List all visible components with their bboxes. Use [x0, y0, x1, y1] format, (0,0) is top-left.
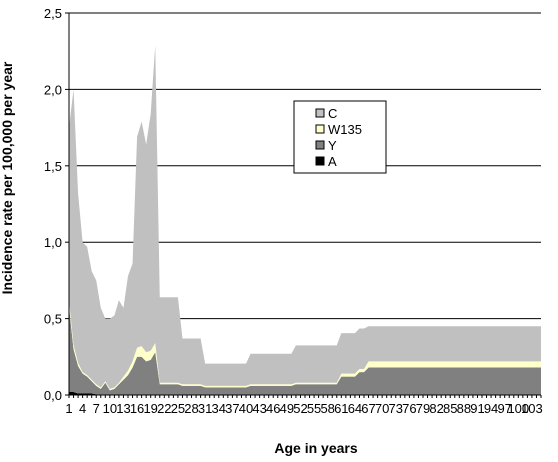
legend-swatch-c: [315, 108, 325, 118]
x-axis-title: Age in years: [274, 440, 357, 456]
x-tick-label: 58: [320, 401, 334, 416]
legend-swatch-w135: [315, 124, 325, 134]
x-tick-label: 31: [198, 401, 212, 416]
x-tick-label: 19: [143, 401, 157, 416]
x-tick-label: 55: [307, 401, 321, 416]
legend-swatch-a: [315, 156, 325, 166]
x-tick-label: 28: [184, 401, 198, 416]
x-tick-label: 43: [252, 401, 266, 416]
legend-label-w135: W135: [328, 122, 362, 137]
x-tick-label: 94: [484, 401, 498, 416]
x-tick-label: 13: [116, 401, 130, 416]
x-tick-label: 46: [266, 401, 280, 416]
x-tick-label: 85: [443, 401, 457, 416]
x-tick-label: 79: [416, 401, 430, 416]
x-tick-label: 61: [334, 401, 348, 416]
x-tick-label: 67: [361, 401, 375, 416]
x-tick-labels: 1 4 7 10 13 16 19 22 25 28 31 34 37 40 43 46 49 52 55 58 61 6…: [65, 395, 543, 416]
x-tick-label: 82: [429, 401, 443, 416]
area-series-c: [69, 45, 541, 389]
x-tick-label: 37: [225, 401, 239, 416]
x-tick-label: 7: [93, 401, 100, 416]
y-tick-label: 1,0: [44, 235, 62, 250]
x-tick-label: 103: [521, 401, 543, 416]
x-tick-label: 16: [130, 401, 144, 416]
x-tick-label: 88: [457, 401, 471, 416]
x-tick-label: 70: [375, 401, 389, 416]
legend-label-c: C: [328, 106, 337, 121]
x-tick-label: 52: [293, 401, 307, 416]
y-tick-label: 2,5: [44, 6, 62, 21]
legend-swatch-y: [315, 140, 325, 150]
y-tick-labels: 0,0 0,5 1,0 1,5 2,0 2,5: [44, 6, 69, 403]
x-tick-label: 73: [389, 401, 403, 416]
stacked-areas: [69, 45, 541, 395]
x-tick-label: 100: [507, 401, 529, 416]
x-tick-label: 97: [497, 401, 511, 416]
x-tick-label: 64: [348, 401, 362, 416]
y-tick-label: 2,0: [44, 82, 62, 97]
legend-box: [293, 100, 387, 174]
y-tick-label: 1,5: [44, 159, 62, 174]
x-tick-label: 91: [470, 401, 484, 416]
x-tick-label: 1: [65, 401, 72, 416]
x-tick-label: 10: [103, 401, 117, 416]
y-axis-title: Incidence rate per 100,000 per year: [0, 61, 15, 294]
x-tick-label: 49: [280, 401, 294, 416]
y-tick-label: 0,5: [44, 312, 62, 327]
x-tick-label: 25: [171, 401, 185, 416]
x-tick-label: 76: [402, 401, 416, 416]
y-tick-label: 0,0: [44, 388, 62, 403]
legend-label-y: Y: [328, 138, 337, 153]
area-series-y: [69, 306, 541, 395]
x-tick-label: 22: [157, 401, 171, 416]
x-tick-label: 40: [239, 401, 253, 416]
x-tick-label: 4: [79, 401, 86, 416]
legend-label-a: A: [328, 154, 337, 169]
x-tick-label: 34: [212, 401, 226, 416]
